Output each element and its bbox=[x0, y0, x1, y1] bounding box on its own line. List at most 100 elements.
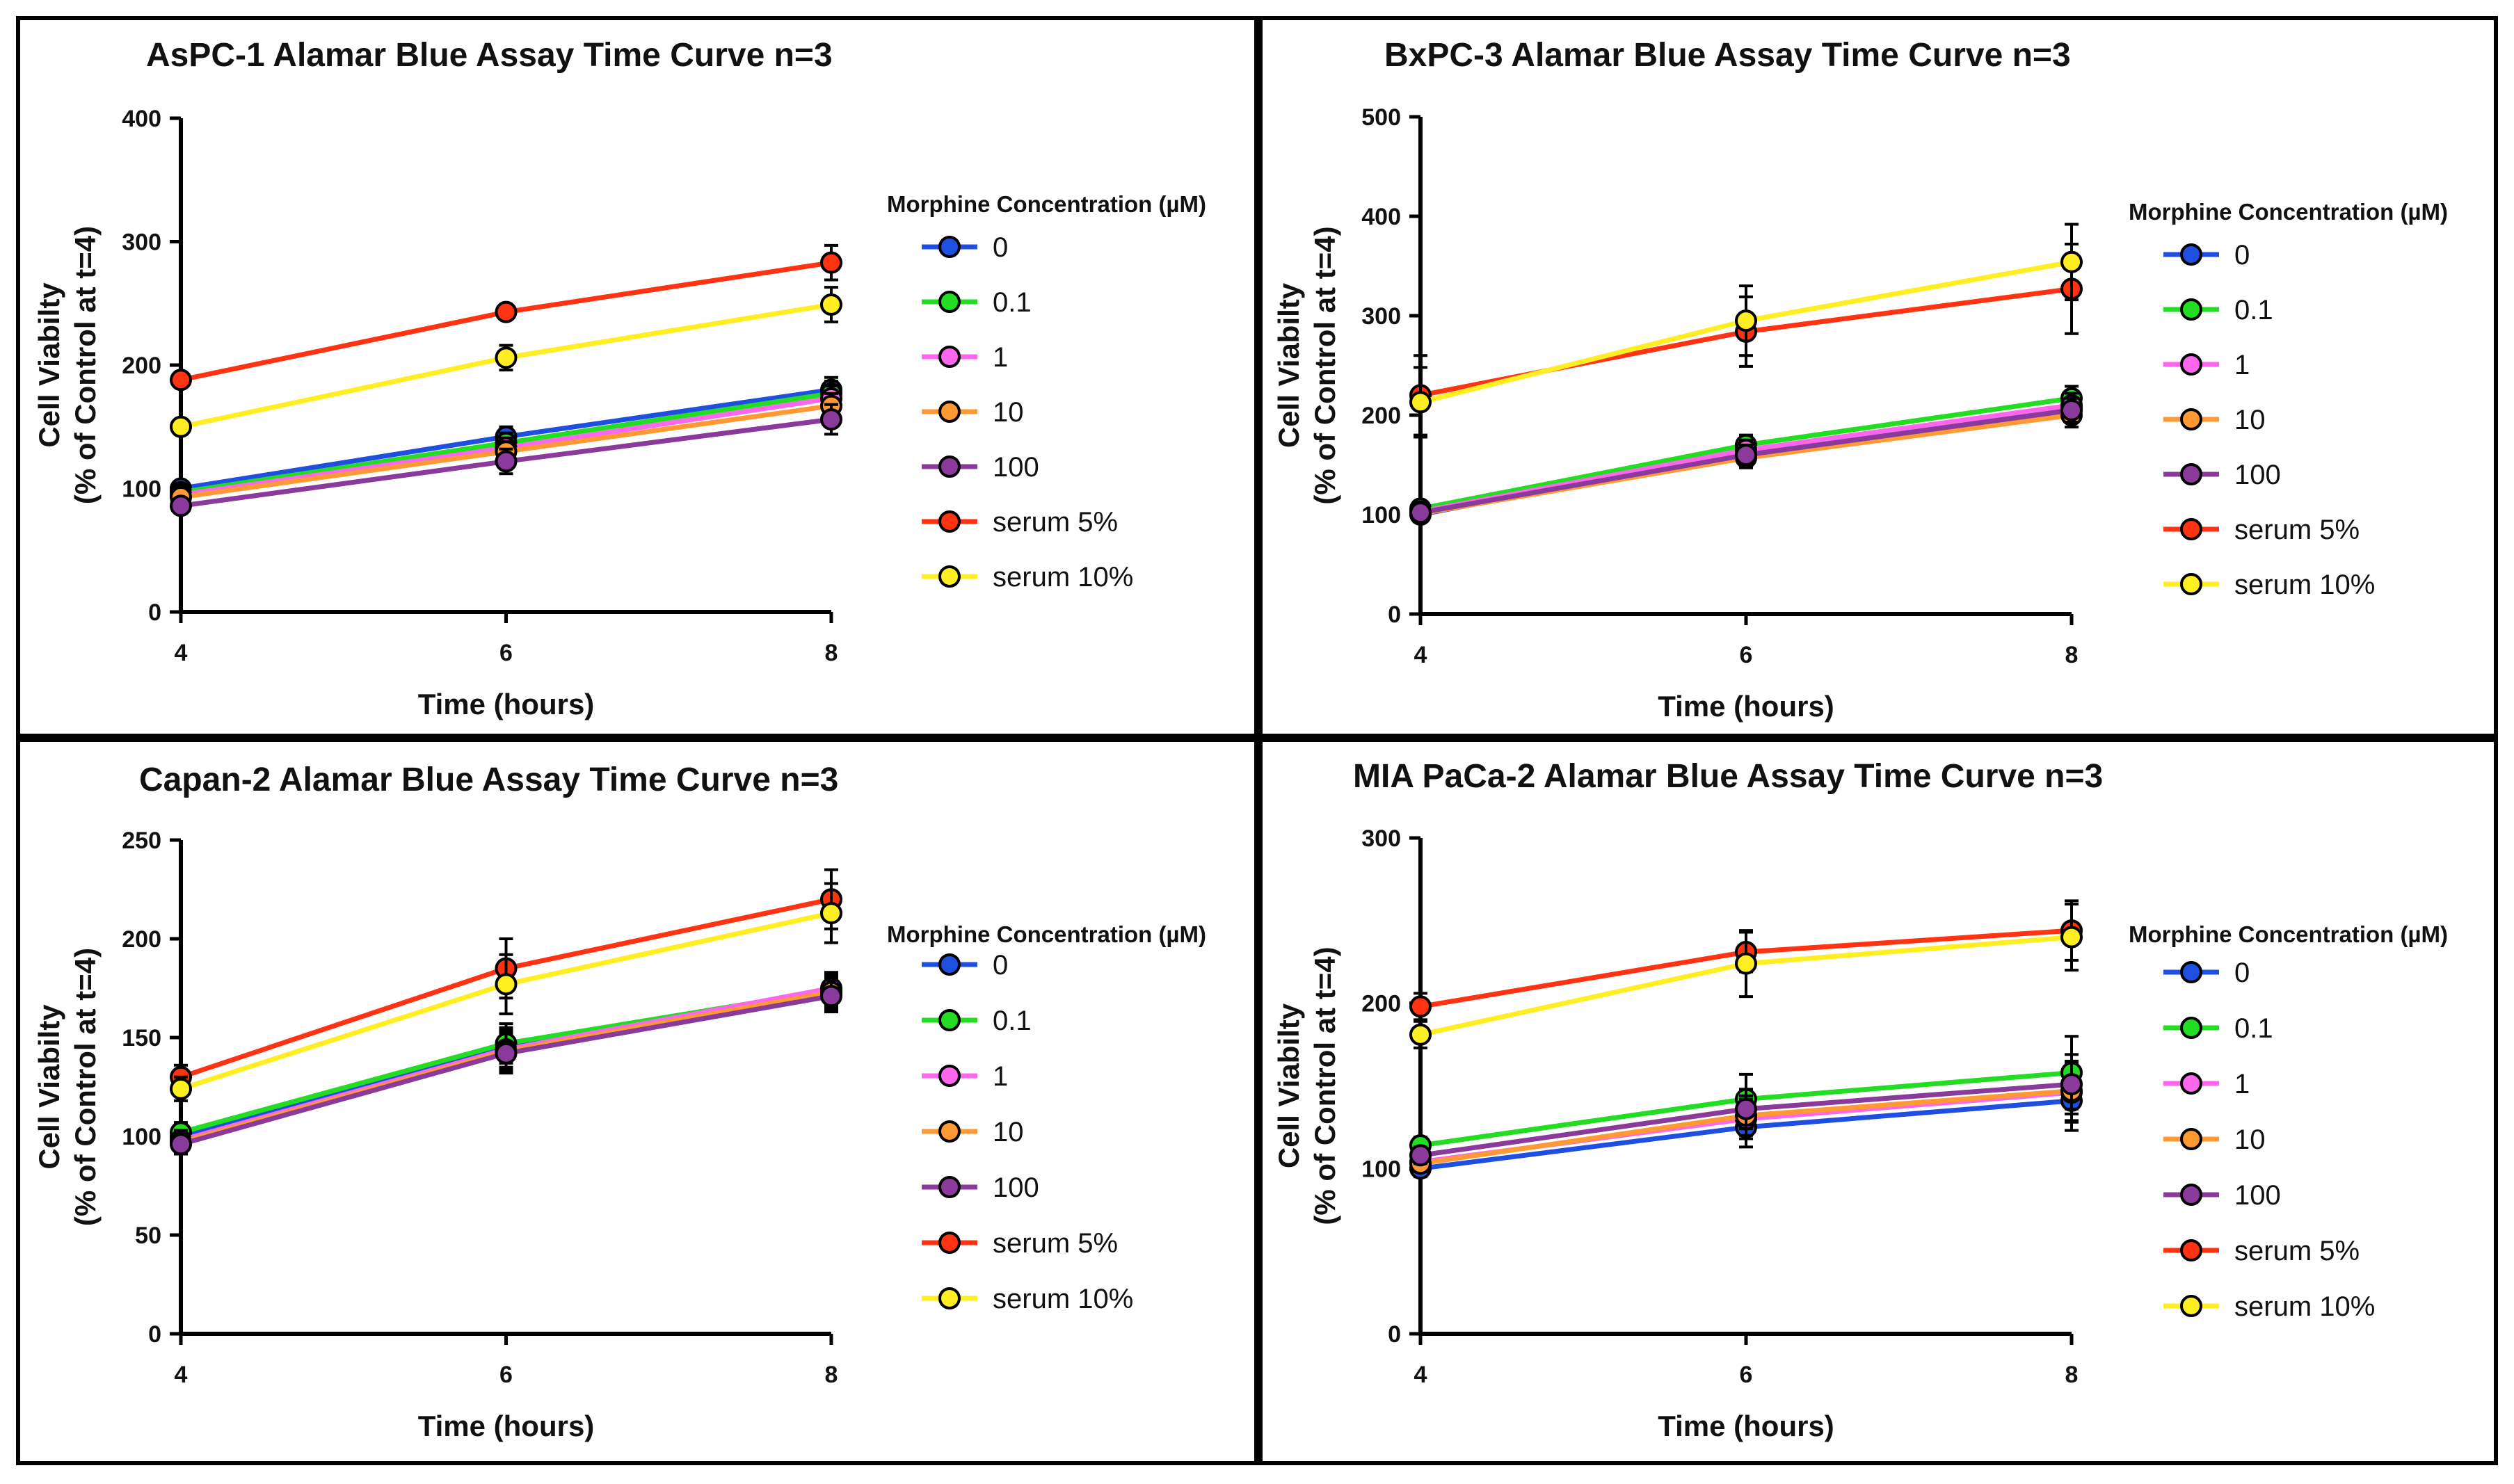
y-axis-label: (% of Control at t=4) bbox=[1308, 226, 1341, 504]
legend-item: 10 bbox=[2163, 1124, 2266, 1155]
data-point bbox=[820, 251, 842, 274]
data-point bbox=[820, 985, 842, 1008]
y-axis-label: Cell Viabilty bbox=[33, 1004, 65, 1170]
data-point bbox=[2060, 250, 2083, 273]
chart-2: BxPC-3 Alamar Blue Assay Time Curve n=3 0… bbox=[1272, 37, 2448, 723]
x-tick-label: 6 bbox=[1740, 642, 1753, 668]
y-axis-label: (% of Control at t=4) bbox=[69, 948, 102, 1226]
legend-item: serum 10% bbox=[922, 562, 1133, 592]
legend-swatch-marker bbox=[938, 455, 961, 478]
legend-swatch-marker bbox=[938, 291, 961, 313]
legend-item: serum 10% bbox=[2163, 1291, 2375, 1322]
chart-title: MIA PaCa-2 Alamar Blue Assay Time Curve … bbox=[1353, 758, 2103, 795]
data-point bbox=[2060, 398, 2083, 421]
data-point bbox=[1735, 1097, 1757, 1120]
y-axis-label: Cell Viabilty bbox=[33, 282, 65, 448]
x-tick-label: 6 bbox=[1740, 1362, 1753, 1388]
series-serum-10- bbox=[1409, 223, 2083, 439]
legend-swatch-marker bbox=[938, 1120, 961, 1143]
x-axis-label: Time (hours) bbox=[1658, 1410, 1834, 1442]
legend-swatch-marker bbox=[938, 1287, 961, 1309]
x-tick-label: 4 bbox=[175, 1362, 188, 1388]
series-100 bbox=[170, 403, 842, 517]
data-point bbox=[170, 1077, 192, 1100]
legend-swatch-marker bbox=[2180, 1295, 2202, 1317]
legend-item: serum 5% bbox=[2163, 515, 2360, 545]
legend-label: 1 bbox=[2234, 1069, 2250, 1099]
legend-swatch-marker bbox=[2180, 1184, 2202, 1206]
legend-title: Morphine Concentration (µM) bbox=[887, 191, 1206, 217]
legend-item: 1 bbox=[2163, 1069, 2250, 1099]
legend-item: 100 bbox=[922, 452, 1039, 483]
legend-label: 0.1 bbox=[2234, 1013, 2273, 1044]
series-100 bbox=[1409, 1053, 2083, 1167]
legend-item: 1 bbox=[2163, 350, 2250, 380]
y-tick-label: 100 bbox=[122, 1124, 161, 1150]
y-axis-label: (% of Control at t=4) bbox=[1308, 946, 1341, 1225]
legend: Morphine Concentration (µM) 0 0.1 1 10 100 ser… bbox=[887, 191, 1206, 592]
legend-item: 0.1 bbox=[2163, 1013, 2273, 1044]
data-point bbox=[820, 408, 842, 431]
chart-3: Capan-2 Alamar Blue Assay Time Curve n=3… bbox=[33, 761, 1206, 1442]
x-axis-label: Time (hours) bbox=[1658, 690, 1834, 723]
legend-swatch-marker bbox=[2180, 408, 2202, 430]
legend-swatch-marker bbox=[2180, 353, 2202, 376]
legend-swatch-marker bbox=[938, 1176, 961, 1198]
chart-title: Capan-2 Alamar Blue Assay Time Curve n=3 bbox=[139, 761, 838, 798]
legend-label: serum 5% bbox=[2234, 515, 2360, 545]
legend-label: 0 bbox=[993, 232, 1008, 263]
data-point bbox=[495, 1042, 518, 1065]
y-tick-label: 200 bbox=[122, 353, 161, 379]
legend-item: 0.1 bbox=[2163, 295, 2273, 325]
legend-item: serum 5% bbox=[922, 507, 1118, 538]
data-point bbox=[495, 973, 518, 996]
y-tick-label: 200 bbox=[1361, 991, 1401, 1017]
data-point bbox=[170, 1133, 192, 1156]
legend-label: 1 bbox=[2234, 350, 2250, 380]
legend-swatch-marker bbox=[938, 401, 961, 423]
legend-item: 0 bbox=[922, 232, 1008, 263]
data-point bbox=[1409, 1144, 1432, 1167]
chart-panels: AsPC-1 Alamar Blue Assay Time Curve n=3 0… bbox=[33, 37, 2448, 1442]
legend-label: 0.1 bbox=[2234, 295, 2273, 325]
legend-swatch-marker bbox=[2180, 243, 2202, 266]
x-tick-label: 8 bbox=[825, 640, 838, 666]
x-tick-label: 8 bbox=[825, 1362, 838, 1388]
data-point bbox=[1735, 309, 1757, 332]
y-tick-label: 100 bbox=[1361, 502, 1401, 529]
legend-label: serum 5% bbox=[2234, 1236, 2360, 1266]
data-point bbox=[170, 415, 192, 438]
y-axis-label: Cell Viabilty bbox=[1272, 1003, 1305, 1168]
x-tick-label: 6 bbox=[499, 640, 513, 666]
legend: Morphine Concentration (µM) 0 0.1 1 10 100 ser… bbox=[2129, 199, 2448, 600]
legend-label: 0 bbox=[2234, 240, 2250, 271]
y-tick-label: 0 bbox=[148, 1321, 161, 1348]
legend-item: 100 bbox=[2163, 1180, 2281, 1211]
legend-label: serum 10% bbox=[2234, 570, 2375, 600]
data-point bbox=[1409, 995, 1432, 1018]
legend-title: Morphine Concentration (µM) bbox=[887, 921, 1206, 947]
y-tick-label: 500 bbox=[1361, 104, 1401, 131]
data-point bbox=[820, 902, 842, 925]
x-axis-label: Time (hours) bbox=[418, 688, 595, 720]
legend-label: 10 bbox=[993, 1117, 1024, 1147]
legend-item: serum 5% bbox=[2163, 1236, 2360, 1266]
y-tick-label: 200 bbox=[122, 926, 161, 953]
y-axis-label: Cell Viabilty bbox=[1272, 282, 1305, 448]
legend-title: Morphine Concentration (µM) bbox=[2129, 199, 2448, 225]
y-tick-label: 50 bbox=[135, 1223, 161, 1249]
legend-swatch-marker bbox=[938, 510, 961, 533]
legend-swatch-marker bbox=[2180, 1072, 2202, 1095]
x-tick-label: 6 bbox=[499, 1362, 513, 1388]
y-tick-label: 400 bbox=[122, 106, 161, 132]
legend-item: 100 bbox=[922, 1172, 1039, 1203]
legend-label: serum 10% bbox=[993, 562, 1133, 592]
data-point bbox=[1409, 1023, 1432, 1046]
data-point bbox=[2060, 1073, 2083, 1096]
y-tick-label: 250 bbox=[122, 828, 161, 854]
x-tick-label: 4 bbox=[175, 640, 188, 666]
legend-swatch-marker bbox=[938, 1009, 961, 1031]
x-tick-label: 4 bbox=[1414, 642, 1427, 668]
series-serum-10- bbox=[170, 882, 842, 1102]
data-point bbox=[495, 300, 518, 323]
